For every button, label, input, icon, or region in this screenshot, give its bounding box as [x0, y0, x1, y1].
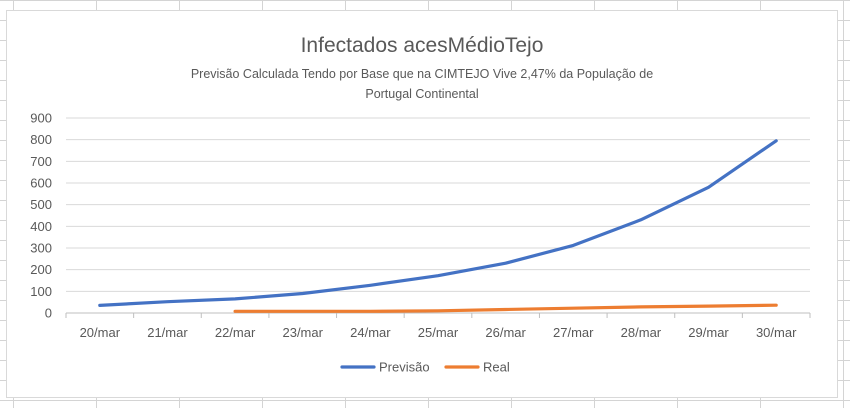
y-tick-label: 0 [45, 306, 52, 321]
chart-area[interactable]: Infectados acesMédioTejo Previsão Calcul… [6, 10, 838, 398]
y-tick-label: 900 [30, 111, 52, 126]
x-tick-label: 29/mar [688, 325, 729, 340]
x-tick-label: 20/mar [80, 325, 121, 340]
x-tick-label: 22/mar [215, 325, 256, 340]
legend-label: Real [483, 360, 510, 375]
x-tick-label: 24/mar [350, 325, 391, 340]
series-line-real [233, 303, 778, 313]
x-tick-label: 28/mar [621, 325, 662, 340]
y-tick-label: 700 [30, 154, 52, 169]
y-tick-label: 200 [30, 262, 52, 277]
x-tick-label: 30/mar [756, 325, 797, 340]
x-tick-label: 25/mar [418, 325, 459, 340]
chart-subtitle: Previsão Calculada Tendo por Base que na… [190, 67, 654, 101]
chart-title: Infectados acesMédioTejo [300, 34, 544, 57]
y-tick-label: 500 [30, 197, 52, 212]
y-tick-label: 400 [30, 219, 52, 234]
y-tick-label: 300 [30, 241, 52, 256]
y-tick-label: 100 [30, 284, 52, 299]
y-tick-label: 600 [30, 176, 52, 191]
x-tick-label: 27/mar [553, 325, 594, 340]
x-tick-label: 26/mar [485, 325, 526, 340]
x-tick-label: 21/mar [147, 325, 188, 340]
y-tick-label: 800 [30, 132, 52, 147]
x-tick-label: 23/mar [282, 325, 323, 340]
legend-label: Previsão [379, 360, 430, 375]
series-line-previs-o [98, 139, 778, 307]
